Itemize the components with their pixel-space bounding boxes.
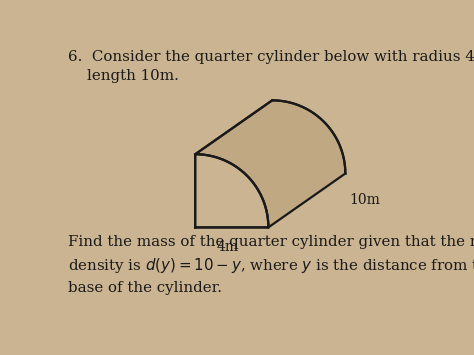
Polygon shape [195, 154, 268, 228]
Polygon shape [195, 154, 268, 228]
Text: 4m: 4m [217, 240, 239, 254]
Text: Find the mass of the quarter cylinder given that the mass
density is $d(y) = 10-: Find the mass of the quarter cylinder gi… [68, 235, 474, 295]
Polygon shape [195, 100, 346, 228]
Text: 10m: 10m [349, 193, 380, 207]
Text: 6.  Consider the quarter cylinder below with radius 4m and
    length 10m.: 6. Consider the quarter cylinder below w… [68, 50, 474, 83]
